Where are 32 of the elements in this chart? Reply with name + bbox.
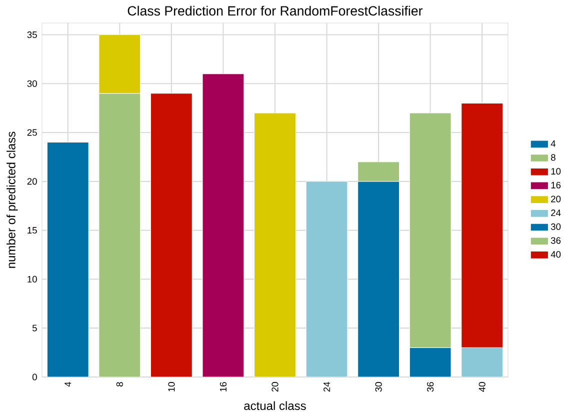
chart-title: Class Prediction Error for RandomForestClassifier (128, 6, 423, 16)
bar (150, 93, 192, 377)
x-tick-label: 10 (168, 382, 175, 392)
legend-label: 30 (550, 223, 561, 230)
x-tick-label: 20 (272, 382, 278, 392)
x-tick-label: 8 (116, 382, 123, 386)
legend-label: 36 (550, 237, 561, 244)
y-tick-label: 35 (27, 31, 37, 38)
legend-label: 8 (551, 154, 556, 161)
x-tick-label: 40 (478, 382, 486, 392)
y-tick-label: 5 (32, 324, 37, 332)
legend-label: 20 (551, 196, 561, 202)
legend-label: 4 (550, 140, 556, 147)
legend-label: 10 (551, 168, 561, 175)
x-tick-label: 16 (220, 382, 227, 392)
bar (46, 142, 89, 377)
x-tick-label: 36 (427, 382, 434, 392)
y-tick-label: 20 (27, 178, 37, 185)
bar (306, 181, 348, 377)
x-tick-label: 4 (64, 382, 72, 387)
y-tick-label: 10 (28, 276, 37, 282)
y-tick-label: 0 (32, 374, 37, 380)
y-tick-label: 25 (27, 129, 37, 136)
x-tick-label: 24 (324, 382, 330, 392)
y-axis-title: number of predicted class (6, 132, 18, 268)
y-tick-label: 30 (27, 80, 37, 87)
legend-label: 16 (551, 182, 561, 188)
x-axis-title: actual class (244, 401, 306, 410)
legend-label: 24 (551, 210, 561, 216)
x-tick-label: 30 (375, 382, 382, 392)
legend-label: 40 (550, 251, 561, 258)
y-tick-label: 15 (28, 227, 37, 234)
